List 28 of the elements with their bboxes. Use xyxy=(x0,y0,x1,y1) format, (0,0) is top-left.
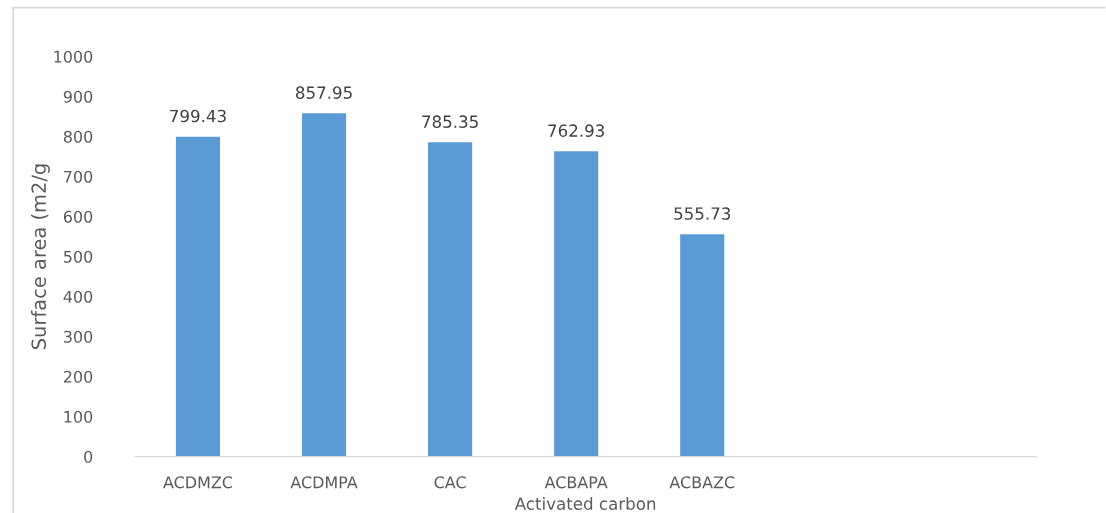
x-tick-label: CAC xyxy=(434,476,466,489)
y-tick-label: 500 xyxy=(64,250,93,263)
y-tick-label: 700 xyxy=(64,170,93,183)
y-tick-label: 1000 xyxy=(54,50,93,63)
x-tick-label: ACBAZC xyxy=(669,476,735,489)
y-tick-label: 900 xyxy=(63,90,93,103)
x-tick-label: ACBAPA xyxy=(544,476,608,489)
y-tick-label: 0 xyxy=(84,450,93,463)
y-tick-label: 800 xyxy=(63,130,93,143)
y-tick-label: 300 xyxy=(64,330,93,343)
y-tick-label: 200 xyxy=(63,370,93,383)
y-tick-label: 600 xyxy=(63,210,93,223)
bar xyxy=(554,151,599,457)
bar xyxy=(680,234,725,457)
data-label: 799.43 xyxy=(170,109,226,123)
bar xyxy=(301,113,347,457)
data-label: 555.73 xyxy=(674,207,731,220)
data-label: 857.95 xyxy=(296,86,352,99)
bar xyxy=(428,142,473,457)
data-label: 762.93 xyxy=(548,124,604,137)
y-tick-label: 400 xyxy=(63,290,93,303)
x-axis-title: Activated carbon xyxy=(514,497,656,510)
y-axis-title: Surface area (m2/g xyxy=(31,164,50,350)
x-tick-label: ACDMZC xyxy=(163,476,233,489)
bar xyxy=(175,136,221,457)
y-tick-label: 100 xyxy=(64,410,93,423)
data-label: 785.35 xyxy=(422,115,478,128)
x-tick-label: ACDMPA xyxy=(290,476,358,489)
